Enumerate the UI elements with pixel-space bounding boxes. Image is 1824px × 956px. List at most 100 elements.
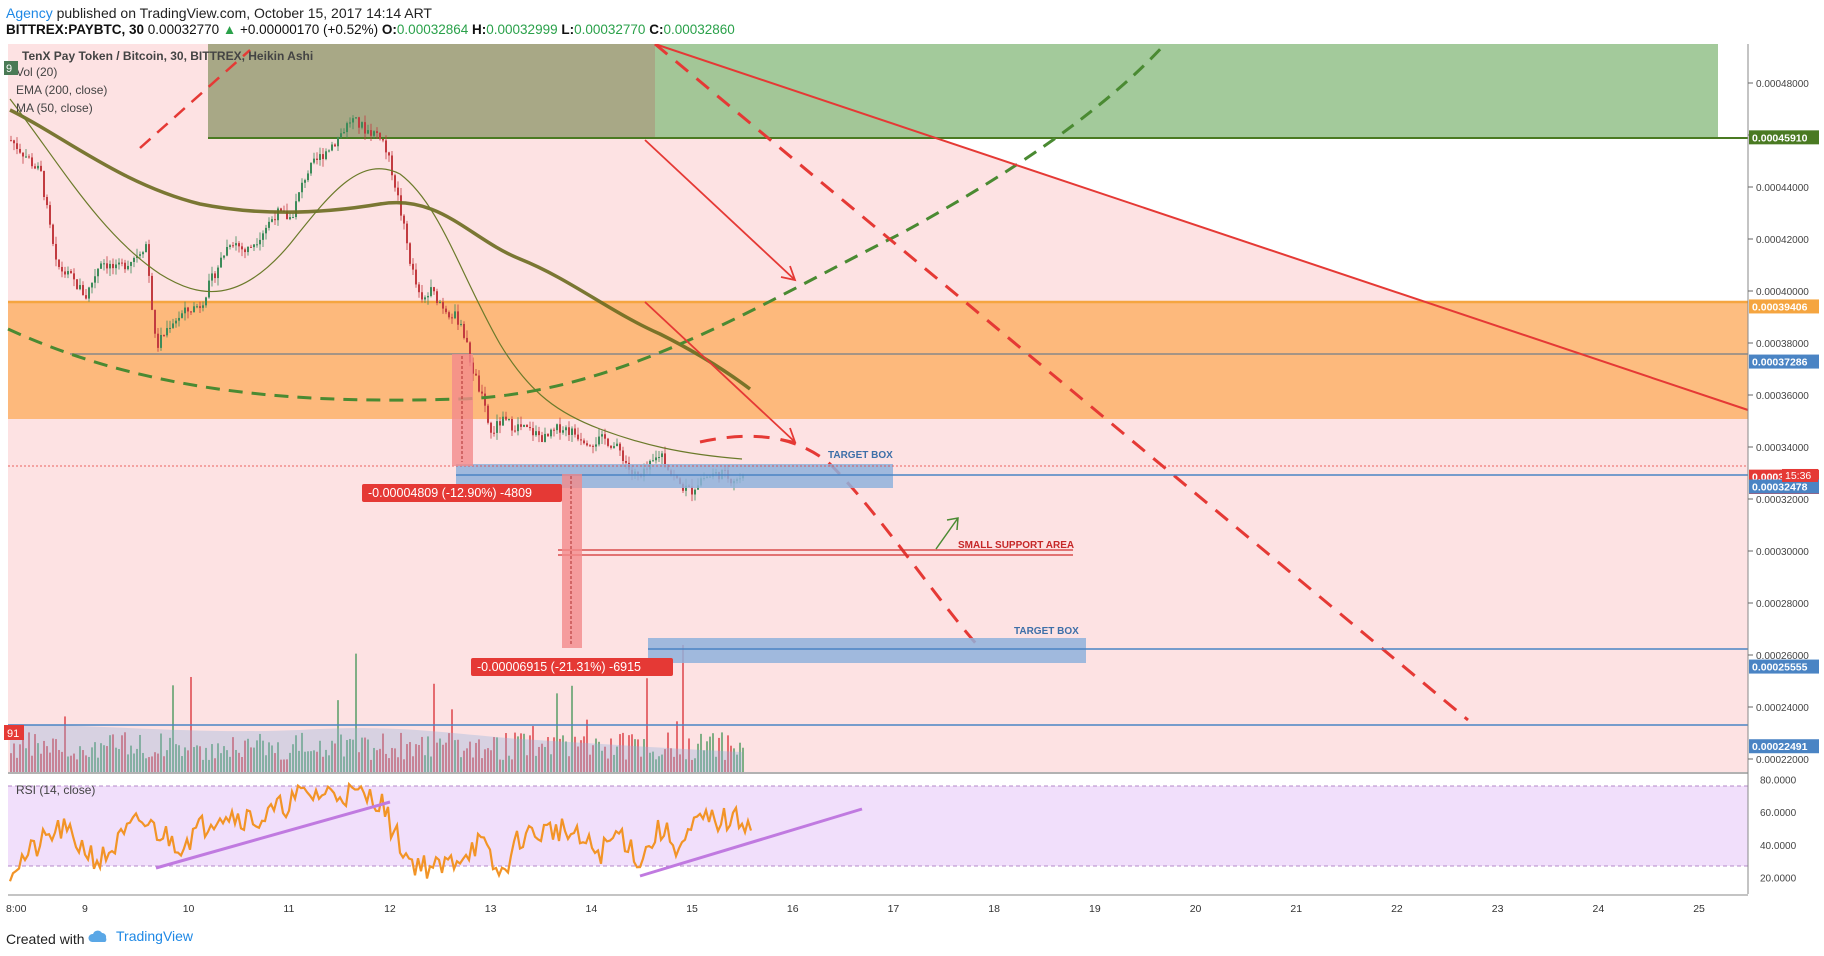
candle-body <box>130 261 132 266</box>
volume-bar <box>532 726 534 772</box>
volume-bar <box>673 756 675 772</box>
candle-body <box>112 263 114 269</box>
candle-body <box>307 173 309 181</box>
volume-bar <box>691 759 693 772</box>
volume-bar <box>247 738 249 772</box>
candle-body <box>346 123 348 133</box>
candle-body <box>505 416 507 420</box>
volume-bar <box>421 736 423 772</box>
volume-bar <box>544 746 546 772</box>
volume-bar <box>490 750 492 772</box>
volume-bar <box>31 755 33 772</box>
volume-bar <box>91 747 93 772</box>
high-value: 0.00032999 <box>486 22 558 37</box>
volume-bar <box>265 755 267 772</box>
candle-body <box>259 239 261 245</box>
candle-body <box>685 485 687 491</box>
candle-body <box>586 443 588 446</box>
candle-body <box>601 434 603 437</box>
price-label-box <box>1749 354 1819 369</box>
volume-bar <box>163 756 165 772</box>
volume-bar <box>613 754 615 772</box>
candle-body <box>481 391 483 394</box>
candle-body <box>133 257 135 262</box>
candle-body <box>151 275 153 310</box>
candle-body <box>187 307 189 312</box>
candle-body <box>193 306 195 313</box>
candle-body <box>412 263 414 270</box>
volume-bar <box>724 759 726 772</box>
volume-bar <box>454 740 456 772</box>
volume-bar <box>121 735 123 772</box>
candle-body <box>118 262 120 265</box>
volume-bar <box>721 732 723 772</box>
volume-bar <box>268 742 270 772</box>
volume-bar <box>178 745 180 772</box>
candle-body <box>235 243 237 246</box>
tradingview-cloud-icon <box>88 930 107 942</box>
volume-bar <box>145 758 147 772</box>
volume-bar <box>619 734 621 772</box>
volume-bar <box>367 739 369 772</box>
volume-bar <box>112 734 114 772</box>
volume-bar <box>664 749 666 772</box>
volume-bar <box>556 693 558 772</box>
candle-body <box>250 246 252 248</box>
candle-body <box>313 158 315 163</box>
candle-body <box>94 276 96 283</box>
price-label-box <box>1749 479 1819 494</box>
candle-body <box>691 486 693 495</box>
rsi-tick-label: 60.0000 <box>1760 808 1797 819</box>
volume-bar <box>361 737 363 772</box>
candle-body <box>655 457 657 461</box>
volume-bar <box>445 742 447 772</box>
volume-bar <box>667 732 669 772</box>
volume-bar <box>283 759 285 772</box>
candle-body <box>382 139 384 141</box>
candle-body <box>403 215 405 224</box>
tradingview-link[interactable]: TradingView <box>88 928 193 944</box>
volume-bar <box>10 753 12 772</box>
volume-bar <box>19 744 21 772</box>
candle-body <box>262 233 264 240</box>
x-tick-label: 18 <box>988 903 1000 915</box>
volume-bar <box>487 748 489 772</box>
volume-bar <box>325 749 327 772</box>
candle-body <box>274 219 276 221</box>
volume-bar <box>520 733 522 772</box>
volume-bar <box>448 733 450 772</box>
candle-body <box>580 439 582 441</box>
low-value: 0.00032770 <box>574 22 646 37</box>
price-chart[interactable]: TARGET BOX TARGET BOX SMALL SUPPORT AREA -0… <box>0 44 1824 922</box>
candle-body <box>244 249 246 253</box>
volume-bar <box>565 741 567 772</box>
publisher-link[interactable]: Agency <box>6 5 53 21</box>
price-label: 0.00045910 <box>1752 132 1808 144</box>
volume-bar <box>577 746 579 772</box>
candle-body <box>517 424 519 432</box>
last-price: 0.00032770 <box>147 22 220 37</box>
volume-bar <box>184 747 186 772</box>
rsi-tick-label: 80.0000 <box>1760 775 1797 786</box>
volume-bar <box>433 683 435 772</box>
candle-body <box>385 140 387 153</box>
volume-bar <box>574 736 576 772</box>
x-tick-label: 14 <box>586 903 598 915</box>
y-tick-label: 0.00026000 <box>1756 651 1809 662</box>
volume-bar <box>427 736 429 772</box>
ma-50-line <box>9 98 743 460</box>
volume-bar <box>67 756 69 772</box>
volume-bar <box>349 738 351 772</box>
volume-bar <box>322 756 324 772</box>
red-dashed-diagonal <box>654 44 1469 722</box>
candle-body <box>172 323 174 328</box>
change-arrow-icon: ▲ <box>222 22 237 37</box>
candle-body <box>142 252 144 255</box>
candle-body <box>115 264 117 269</box>
volume-bar <box>547 737 549 772</box>
y-tick-label: 0.00038000 <box>1756 339 1809 350</box>
candle-body <box>124 262 126 270</box>
candle-body <box>226 246 228 256</box>
volume-bar <box>469 741 471 772</box>
candle-body <box>325 151 327 160</box>
